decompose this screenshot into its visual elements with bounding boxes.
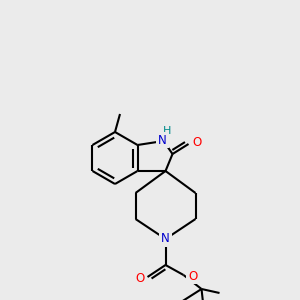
Text: N: N: [161, 232, 170, 245]
Text: H: H: [163, 126, 172, 136]
Text: O: O: [192, 136, 201, 148]
Text: N: N: [158, 134, 167, 146]
Text: O: O: [188, 269, 197, 283]
Text: O: O: [135, 272, 144, 286]
